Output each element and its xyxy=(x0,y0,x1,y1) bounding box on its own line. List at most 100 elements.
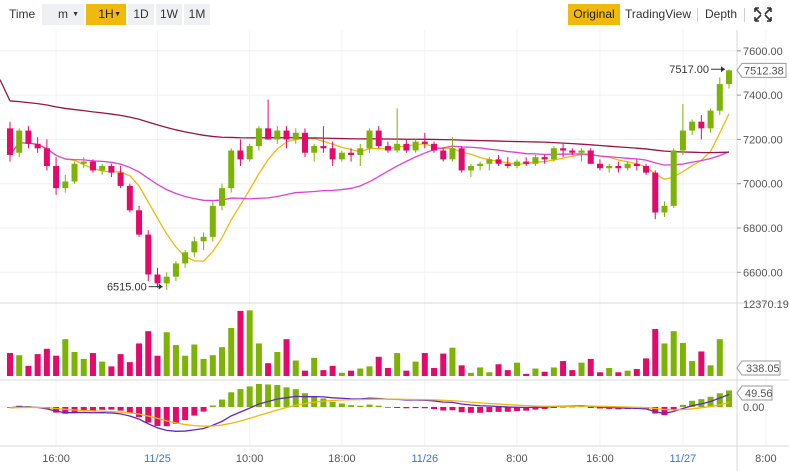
price-chart[interactable]: 7517.00 6515.00 7600.00 7400.00 7200.00 7000… xyxy=(0,30,789,471)
high-annotation-arrowhead xyxy=(721,66,725,73)
candle-body xyxy=(421,141,428,144)
macd-histogram-bar xyxy=(698,399,705,407)
macd-histogram-bar xyxy=(449,407,456,411)
candle-body xyxy=(633,163,640,166)
candle-body xyxy=(34,143,41,149)
macd-histogram-bar xyxy=(587,407,594,408)
volume-bar xyxy=(467,372,474,376)
chart-toolbar: Time m ▼ 1H ▼ 1D 1W 1M Original TradingV… xyxy=(0,0,789,30)
macd-histogram-bar xyxy=(246,386,253,407)
volume-bar xyxy=(578,362,585,376)
candle-body xyxy=(486,159,493,164)
volume-bar xyxy=(228,327,235,376)
candle-body xyxy=(726,70,732,85)
price-tick-label: 7600.00 xyxy=(743,46,783,58)
toolbar-divider xyxy=(744,8,745,22)
volume-bar xyxy=(615,372,622,376)
macd-histogram-bar xyxy=(274,385,281,407)
volume-bar xyxy=(532,368,539,376)
volume-bar xyxy=(403,370,410,376)
volume-bar xyxy=(689,361,696,376)
macd-histogram-bar xyxy=(53,407,60,413)
candle-body xyxy=(707,110,714,129)
candle-body xyxy=(670,150,677,206)
macd-histogram-bar xyxy=(375,405,382,407)
time-tick-label: 8:00 xyxy=(755,453,776,465)
candle-body xyxy=(311,146,318,153)
macd-histogram-bar xyxy=(458,407,465,413)
candle-body xyxy=(136,210,143,235)
candle-body xyxy=(301,132,308,153)
candle-body xyxy=(209,205,216,237)
volume-bar xyxy=(431,367,438,376)
toolbar-divider xyxy=(697,8,698,22)
axis-labels: 7600.00 7400.00 7200.00 7000.00 6800.00 6600.… xyxy=(42,46,789,465)
macd-histogram-bar xyxy=(366,404,373,407)
volume-bar xyxy=(7,353,13,376)
price-tick-label: 6600.00 xyxy=(743,267,783,279)
volume-bar xyxy=(99,361,106,376)
macd-histogram-bar xyxy=(495,407,502,412)
fullscreen-button[interactable] xyxy=(748,4,778,25)
candle-body xyxy=(513,161,520,166)
time-tick-label: 11/26 xyxy=(411,453,438,465)
candle-body xyxy=(292,132,299,140)
volume-bar xyxy=(569,370,576,376)
volume-bar xyxy=(366,366,373,376)
interval-1m-button[interactable]: 1M xyxy=(184,4,210,25)
view-tradingview-button[interactable]: TradingView xyxy=(624,7,692,21)
view-depth-button[interactable]: Depth xyxy=(704,7,738,21)
price-panel: 7517.00 6515.00 xyxy=(0,64,732,294)
volume-bar xyxy=(596,372,603,376)
volume-bar xyxy=(384,367,391,376)
volume-bar xyxy=(587,358,594,376)
volume-bar xyxy=(43,348,50,376)
price-tick-label: 7400.00 xyxy=(743,90,783,102)
volume-bar xyxy=(200,358,207,376)
volume-bar xyxy=(606,367,613,376)
interval-1d-button[interactable]: 1D xyxy=(128,4,154,25)
volume-bar xyxy=(89,353,96,376)
volume-bar xyxy=(117,354,124,376)
volume-bar xyxy=(219,347,226,376)
view-original-button[interactable]: Original xyxy=(568,4,620,25)
candle-body xyxy=(80,161,87,164)
macd-histogram-bar xyxy=(670,407,677,411)
macd-histogram-bar xyxy=(403,407,410,409)
candle-body xyxy=(698,121,705,129)
candle-body xyxy=(71,163,78,182)
macd-histogram-bar xyxy=(154,407,161,426)
candle-body xyxy=(99,166,106,171)
macd-histogram-bar xyxy=(320,398,327,407)
interval-1h-button[interactable]: 1H ▼ xyxy=(86,4,126,25)
volume-bar xyxy=(633,369,640,376)
candle-body xyxy=(283,130,290,140)
volume-bar xyxy=(357,368,364,376)
ma-line-ma25 xyxy=(9,142,730,202)
interval-1h-label: 1H xyxy=(98,7,114,21)
candle-body xyxy=(237,150,244,160)
caret-down-icon: ▼ xyxy=(72,11,79,18)
volume-bar xyxy=(145,331,152,376)
macd-last-tag xyxy=(736,385,773,401)
candle-body xyxy=(357,148,364,155)
volume-bar xyxy=(265,363,272,376)
volume-bar xyxy=(237,310,244,376)
interval-minutes-dropdown[interactable]: m ▼ xyxy=(42,4,84,25)
macd-histogram-bar xyxy=(477,407,484,413)
time-tick-label: 11/27 xyxy=(670,453,697,465)
candle-body xyxy=(606,166,613,169)
volume-bar xyxy=(62,339,69,376)
candle-body xyxy=(532,157,539,164)
volume-bar xyxy=(440,353,447,376)
candle-body xyxy=(182,252,189,264)
interval-1w-button[interactable]: 1W xyxy=(156,4,182,25)
volume-bar xyxy=(209,355,216,376)
macd-line xyxy=(9,393,730,432)
candle-body xyxy=(126,185,133,211)
candle-body xyxy=(375,130,382,147)
macd-histogram-bar xyxy=(689,400,696,407)
candle-body xyxy=(569,150,576,153)
macd-histogram-bar xyxy=(412,407,419,409)
volume-bar xyxy=(486,372,493,376)
